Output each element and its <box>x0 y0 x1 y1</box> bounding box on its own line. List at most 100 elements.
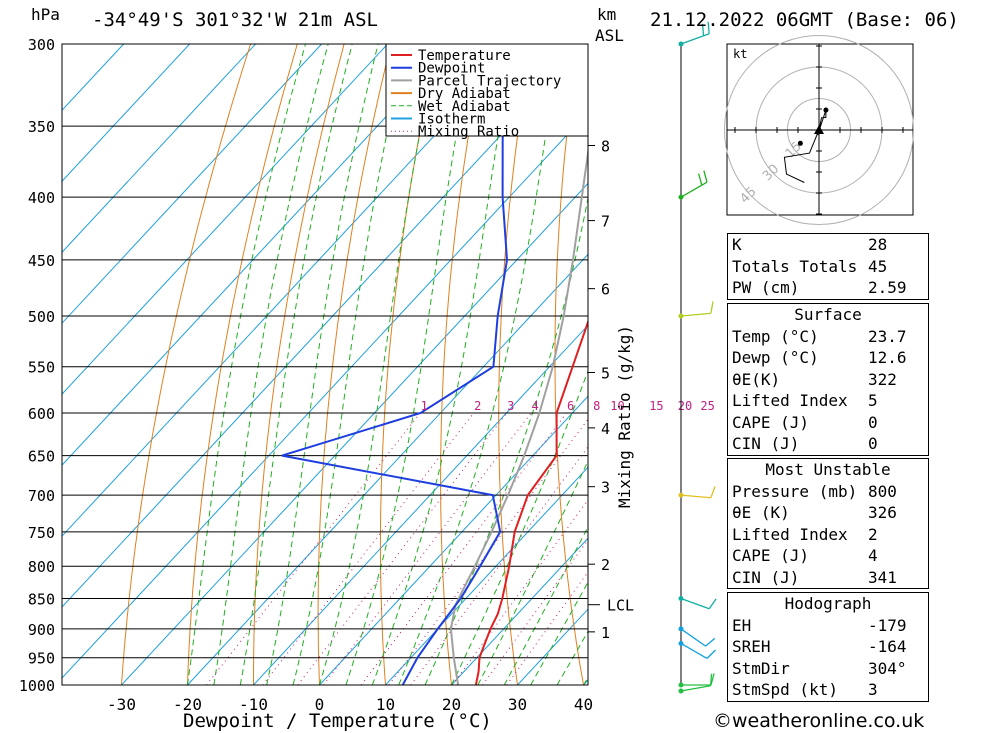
mixing-ratio-line <box>451 499 588 685</box>
pressure-tick-label: 1000 <box>19 677 55 695</box>
hodograph-unit-label: kt <box>733 47 747 61</box>
isotherm-line <box>62 111 588 679</box>
copyright-link[interactable]: ©weatheronline.co.uk <box>713 710 925 732</box>
mixing-ratio-label: 15 <box>649 399 663 413</box>
location-title: -34°49'S 301°32'W 21m ASL <box>92 9 378 31</box>
wind-barb-flag <box>701 23 705 36</box>
mixing-ratio-label: 20 <box>678 399 692 413</box>
wind-barb-flag <box>710 673 715 686</box>
index-row: K 28 <box>732 235 888 254</box>
wind-barb-flag <box>698 173 703 186</box>
isotherm-line <box>62 44 190 182</box>
dewpoint-line <box>281 44 528 685</box>
surface-table: Surface Temp (°C) 23.7 Dewp (°C) 12.6 θE(K… <box>727 303 929 456</box>
wind-barb-staff <box>680 494 711 499</box>
pressure-tick-label: 500 <box>28 308 55 326</box>
parcel-trajectory-line <box>449 145 588 685</box>
wind-barb-flag <box>710 301 714 314</box>
asl-label: ASL <box>595 26 624 45</box>
isotherm-line <box>121 182 588 685</box>
x-tick-label: 0 <box>315 695 325 714</box>
wind-barb-flag <box>706 649 716 659</box>
mixing-ratio-line <box>410 446 588 685</box>
wind-barb-flag <box>703 170 708 183</box>
dry-adiabat-line <box>952 44 1000 685</box>
most-unstable-title: Most Unstable <box>765 460 891 479</box>
km-label: km <box>597 5 616 24</box>
temperature-line <box>474 319 588 685</box>
legend-label: Mixing Ratio <box>418 124 519 140</box>
mu-row: Lifted Index 2 <box>732 524 878 544</box>
wet-adiabat-line <box>239 44 353 685</box>
pressure-tick-label: 750 <box>28 524 55 542</box>
x-tick-label: -20 <box>173 695 202 714</box>
datetime-title: 21.12.2022 06GMT (Base: 06) <box>650 9 959 31</box>
pressure-tick-label: 950 <box>28 650 55 668</box>
wind-barb-flag <box>708 598 717 610</box>
legend-label: Parcel Trajectory <box>418 73 561 89</box>
x-tick-label: 30 <box>508 695 527 714</box>
wet-adiabat-line <box>530 581 588 685</box>
wind-barb-staff <box>680 628 706 647</box>
wind-barb-staff <box>680 597 710 610</box>
hodograph-point <box>823 107 829 113</box>
hodo-row: StmSpd (kt) 3 <box>732 680 878 699</box>
km-tick-label: 1 <box>601 624 610 642</box>
surface-row: θE(K) 322 <box>732 369 897 389</box>
wind-barb-staff <box>680 312 711 317</box>
storm-motion-marker <box>814 125 824 134</box>
mixing-ratio-line <box>388 418 588 685</box>
wet-adiabat-line <box>477 459 588 685</box>
mixing-ratio-label: 1 <box>421 399 428 413</box>
wind-barb-column <box>678 21 717 694</box>
index-row: PW (cm) 2.59 <box>732 278 907 297</box>
surface-row: CAPE (J) 0 <box>732 412 878 432</box>
mu-row: CAPE (J) 4 <box>732 546 878 565</box>
pressure-tick-label: 400 <box>28 189 55 207</box>
mixing-ratio-label: 25 <box>700 399 714 413</box>
mixing-ratio-label: 2 <box>474 399 481 413</box>
km-tick-label: 7 <box>601 213 610 231</box>
dry-adiabat-line <box>121 44 252 685</box>
wind-barb-flag <box>709 673 713 686</box>
most-unstable-table: Most Unstable Pressure (mb) 800 θE (K) 326… <box>727 458 929 589</box>
wind-barb-flag <box>707 21 710 34</box>
x-tick-label: -30 <box>107 695 136 714</box>
mu-row: Pressure (mb) 800 <box>732 481 897 501</box>
chart-axes: 1 2 3 4 6 8 10 15 20 2530035040045050055060065070… <box>19 36 715 714</box>
pressure-tick-label: 650 <box>28 448 55 466</box>
isotherm-line <box>187 253 588 685</box>
legend-label: Isotherm <box>418 112 485 128</box>
indices-table: K 28 Totals Totals 45 PW (cm) 2.59 <box>727 233 929 300</box>
mu-row: CIN (J) 341 <box>732 567 897 587</box>
isotherm-line <box>385 466 588 685</box>
hodograph-stats-table: Hodograph EH -179 SREH -164 StmDir 304° Stm… <box>727 592 929 702</box>
mixing-ratio-axis-label: Mixing Ratio (g/kg) <box>615 325 634 508</box>
pressure-tick-label: 350 <box>28 118 55 136</box>
wet-adiabat-line <box>292 44 407 685</box>
isotherm-line <box>253 324 588 685</box>
lcl-label: LCL <box>607 597 634 615</box>
mixing-ratio-line <box>360 412 567 685</box>
isotherm-line <box>62 44 454 466</box>
x-tick-label: 40 <box>574 695 593 714</box>
wind-barb-flag <box>710 486 716 498</box>
legend-label: Temperature <box>418 48 511 64</box>
mixing-ratio-label: 4 <box>531 399 538 413</box>
isotherm-line <box>451 537 588 685</box>
surface-row: Dewp (°C) 12.6 <box>732 348 907 367</box>
surface-title: Surface <box>794 305 862 324</box>
x-tick-label: -10 <box>239 695 268 714</box>
mixing-ratio-label: 10 <box>610 399 624 413</box>
hodograph-ring <box>724 35 914 225</box>
hodo-row: SREH -164 <box>732 637 907 656</box>
wind-barb-staff <box>680 181 708 198</box>
pressure-tick-label: 900 <box>28 621 55 639</box>
isotherm-line <box>62 44 256 253</box>
surface-row: Lifted Index 5 <box>732 391 878 410</box>
pressure-tick-label: 800 <box>28 558 55 576</box>
mixing-ratio-label: 6 <box>567 399 574 413</box>
hodo-row: EH -179 <box>732 615 907 635</box>
pressure-tick-label: 600 <box>28 405 55 423</box>
